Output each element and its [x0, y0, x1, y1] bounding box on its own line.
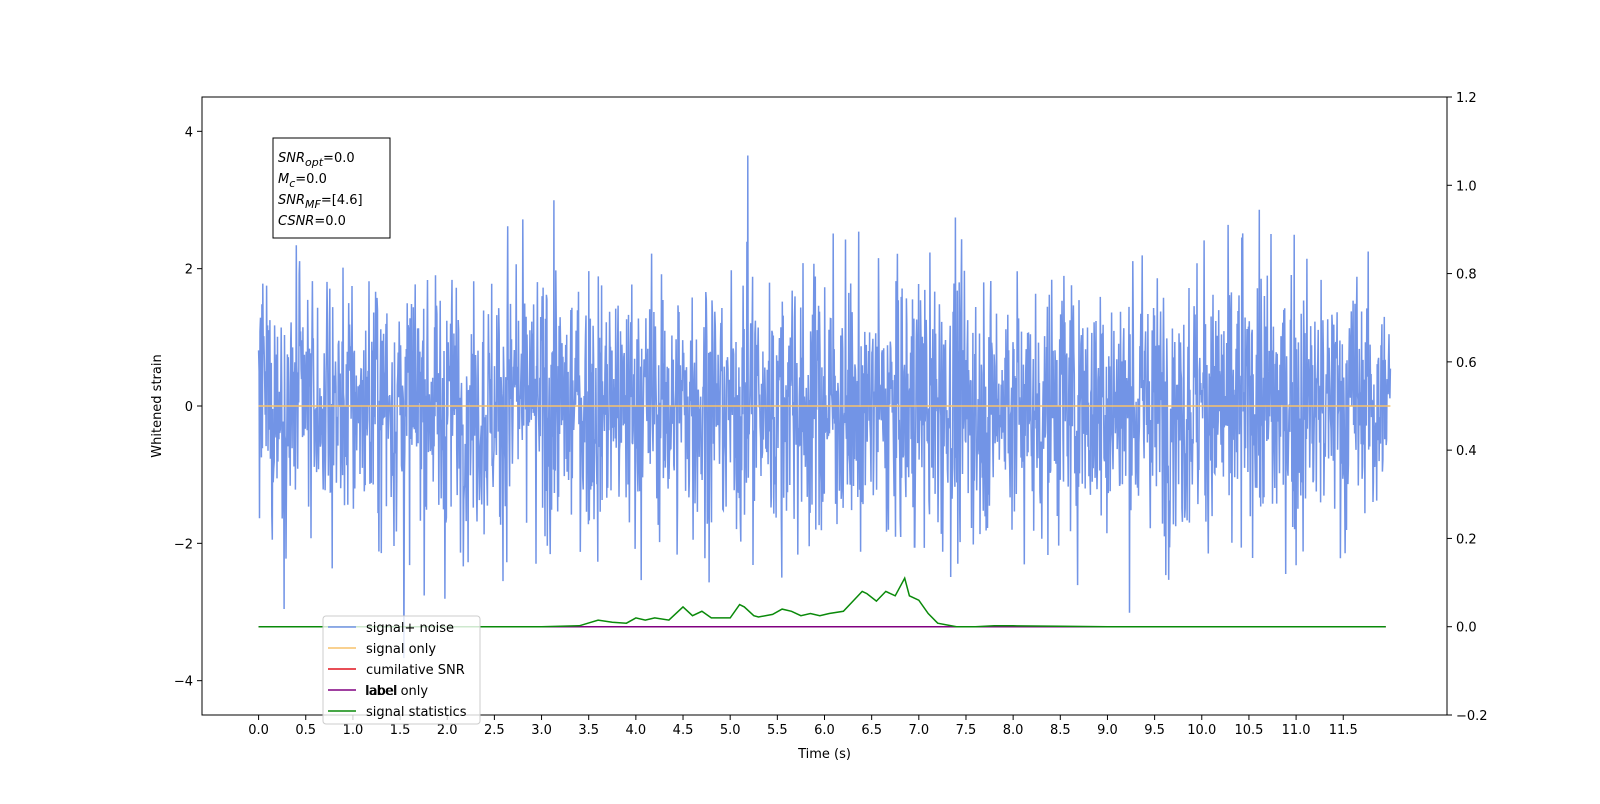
y2-tick-label: 0.0: [1456, 621, 1477, 636]
annotation-symbol: CSNR: [278, 214, 314, 229]
y-tick-label: −4: [174, 675, 193, 690]
x-tick-label: 9.0: [1097, 723, 1118, 738]
y-tick-label: −2: [174, 537, 193, 552]
x-tick-label: 0.5: [295, 723, 316, 738]
annotation-value: =0.0: [323, 151, 355, 166]
y2-tick-label: 0.8: [1456, 268, 1477, 283]
y-axis-label: Whitened strain: [150, 354, 165, 457]
x-tick-label: 10.0: [1187, 723, 1216, 738]
x-axis: 0.0 0.5 1.0 1.5 2.0 2.5 3.0 3.5 4.0 4.5 5.0 5.5 6.0 6…: [248, 715, 1358, 738]
annotation-symbol: M: [278, 172, 289, 187]
legend-label-label-only: label only: [365, 684, 428, 699]
x-tick-label: 0.0: [248, 723, 269, 738]
y2-tick-label: 1.0: [1456, 179, 1477, 194]
x-tick-label: 6.0: [814, 723, 835, 738]
annotation-line: SNRMF=[4.6]: [278, 193, 363, 211]
legend-label-signal-only: signal only: [366, 642, 436, 657]
legend-label-signal-statistics: signal statistics: [366, 705, 467, 720]
x-tick-label: 4.5: [673, 723, 694, 738]
x-tick-label: 8.5: [1050, 723, 1071, 738]
y2-tick-label: 0.2: [1456, 532, 1477, 547]
y-axis-right: 1.2 1.0 0.8 0.6 0.4 0.2 0.0 −0.2: [1447, 91, 1488, 724]
annotation-value: =[4.6]: [321, 193, 363, 208]
annotation-value: =0.0: [295, 172, 327, 187]
x-tick-label: 4.0: [626, 723, 647, 738]
x-tick-label: 5.5: [767, 723, 788, 738]
x-tick-label: 5.0: [720, 723, 741, 738]
y-tick-label: 2: [185, 263, 193, 278]
x-tick-label: 1.0: [343, 723, 364, 738]
legend-frame: [322, 615, 481, 725]
y2-tick-label: 0.4: [1456, 444, 1477, 459]
annotation-line: CSNR=0.0: [278, 214, 346, 229]
legend: signal+ noise signal only cumilative SNR la…: [322, 615, 481, 725]
legend-label-cumilative-snr: cumilative SNR: [366, 663, 465, 678]
annotation-subscript: c: [289, 177, 295, 190]
x-tick-label: 2.0: [437, 723, 458, 738]
y2-tick-label: −0.2: [1456, 709, 1488, 724]
x-tick-label: 11.0: [1282, 723, 1311, 738]
x-tick-label: 10.5: [1234, 723, 1263, 738]
annotation-subscript: opt: [305, 156, 324, 169]
y-tick-label: 0: [185, 400, 193, 415]
annotation-symbol: SNR: [278, 151, 305, 166]
x-tick-label: 3.0: [531, 723, 552, 738]
series-signal-statistics: [258, 576, 1386, 628]
y-axis-left: 4 2 0 −2 −4: [174, 125, 202, 690]
x-tick-label: 9.5: [1144, 723, 1165, 738]
x-axis-label: Time (s): [797, 747, 851, 762]
x-tick-label: 7.0: [908, 723, 929, 738]
annotation-subscript: MF: [305, 198, 321, 211]
x-tick-label: 2.5: [484, 723, 505, 738]
legend-label-label: label: [366, 684, 397, 699]
legend-label-signal-noise: signal+ noise: [366, 621, 454, 636]
x-tick-label: 8.0: [1003, 723, 1024, 738]
x-tick-label: 3.5: [578, 723, 599, 738]
y2-tick-label: 1.2: [1456, 91, 1477, 106]
annotation-line: SNRopt=0.0: [278, 151, 355, 169]
y2-tick-label: 0.6: [1456, 356, 1477, 371]
annotation-symbol: SNR: [278, 193, 305, 208]
series-signal-noise: [257, 155, 1392, 659]
x-tick-label: 7.5: [956, 723, 977, 738]
annotation-frame: [272, 137, 391, 239]
annotation-value: =0.0: [314, 214, 346, 229]
x-tick-label: 6.5: [861, 723, 882, 738]
annotation-line: Mc=0.0: [278, 172, 327, 190]
x-tick-label: 1.5: [390, 723, 411, 738]
x-tick-label: 11.5: [1329, 723, 1358, 738]
plot-area: [257, 155, 1392, 659]
y-tick-label: 4: [185, 125, 193, 140]
